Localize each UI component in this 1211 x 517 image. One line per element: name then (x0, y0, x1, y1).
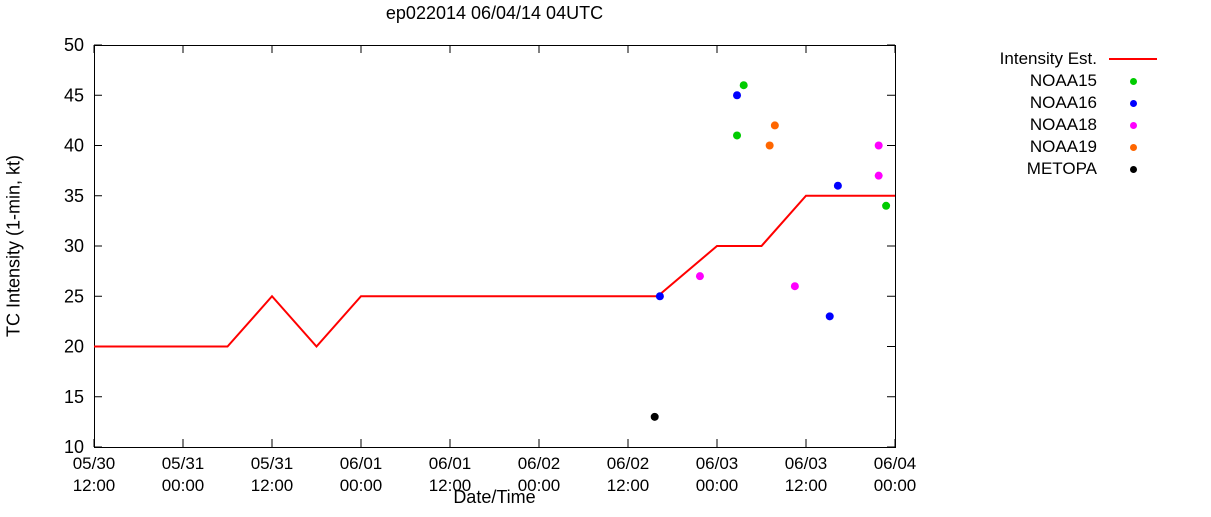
data-point-METOPA (650, 412, 659, 421)
data-point-NOAA19 (765, 141, 774, 150)
y-tick-label: 50 (64, 35, 84, 55)
legend-label: METOPA (1026, 159, 1097, 178)
legend-label: NOAA15 (1029, 71, 1097, 90)
x-tick-label-date: 06/01 (340, 454, 383, 473)
data-point-NOAA19 (770, 121, 779, 130)
legend-dot-swatch (1129, 121, 1137, 129)
legend-item-intensity-est: Intensity Est. (961, 48, 1161, 70)
x-tick-label-date: 06/02 (518, 454, 561, 473)
x-tick-label-time: 00:00 (696, 476, 739, 495)
legend-line-swatch (1109, 58, 1157, 60)
y-tick-label: 45 (64, 85, 84, 105)
y-tick-label: 15 (64, 387, 84, 407)
x-tick-label-time: 12:00 (251, 476, 294, 495)
plot-border (94, 45, 896, 448)
legend-sample (1105, 77, 1161, 85)
y-tick-label: 10 (64, 437, 84, 457)
legend-item-metopa: METOPA (961, 158, 1161, 180)
x-tick-label-time: 00:00 (162, 476, 205, 495)
x-tick-label-date: 06/04 (874, 454, 917, 473)
legend-sample (1105, 143, 1161, 151)
legend-sample (1105, 165, 1161, 173)
y-tick-label: 20 (64, 337, 84, 357)
y-tick-label: 25 (64, 286, 84, 306)
x-tick-label-date: 05/31 (251, 454, 294, 473)
legend-sample (1105, 58, 1161, 60)
legend-label: NOAA19 (1029, 137, 1097, 156)
y-tick-label: 35 (64, 186, 84, 206)
data-point-NOAA16 (825, 312, 834, 321)
x-tick-label-time: 12:00 (607, 476, 650, 495)
data-point-NOAA18 (874, 141, 883, 150)
x-tick-label-date: 06/03 (785, 454, 828, 473)
data-point-NOAA16 (655, 292, 664, 301)
legend: Intensity Est. NOAA15 NOAA16 NOAA18 NOAA19 ME… (961, 48, 1161, 180)
data-point-NOAA16 (733, 91, 742, 100)
x-tick-label-date: 06/02 (607, 454, 650, 473)
y-tick-label: 40 (64, 136, 84, 156)
legend-sample (1105, 99, 1161, 107)
x-tick-label-date: 06/03 (696, 454, 739, 473)
chart-title: ep022014 06/04/14 04UTC (385, 3, 604, 23)
legend-item-noaa16: NOAA16 (961, 92, 1161, 114)
x-axis-label: Date/Time (453, 487, 536, 507)
data-point-NOAA15 (733, 131, 742, 140)
x-tick-label-time: 12:00 (429, 476, 472, 495)
legend-sample (1105, 121, 1161, 129)
intensity-line (94, 194, 895, 349)
legend-label: Intensity Est. (999, 49, 1097, 68)
x-tick-label-time: 00:00 (518, 476, 561, 495)
legend-dot-swatch (1129, 99, 1137, 107)
legend-dot-swatch (1129, 77, 1137, 85)
legend-label: NOAA18 (1029, 115, 1097, 134)
legend-item-noaa18: NOAA18 (961, 114, 1161, 136)
x-tick-label-date: 05/31 (162, 454, 205, 473)
x-tick-label-time: 00:00 (874, 476, 917, 495)
data-point-NOAA18 (695, 272, 704, 281)
data-point-NOAA18 (874, 171, 883, 180)
data-point-NOAA18 (790, 282, 799, 291)
data-point-NOAA15 (882, 201, 891, 210)
x-tick-label-date: 06/01 (429, 454, 472, 473)
y-tick-label: 30 (64, 236, 84, 256)
legend-dot-swatch (1129, 165, 1137, 173)
x-tick-label-time: 00:00 (340, 476, 383, 495)
legend-label: NOAA16 (1029, 93, 1097, 112)
data-point-NOAA15 (739, 81, 748, 90)
x-tick-label-time: 12:00 (73, 476, 116, 495)
x-tick-label-time: 12:00 (785, 476, 828, 495)
legend-dot-swatch (1129, 143, 1137, 151)
x-tick-label-date: 05/30 (73, 454, 116, 473)
legend-item-noaa15: NOAA15 (961, 70, 1161, 92)
legend-item-noaa19: NOAA19 (961, 136, 1161, 158)
data-point-NOAA16 (833, 181, 842, 190)
